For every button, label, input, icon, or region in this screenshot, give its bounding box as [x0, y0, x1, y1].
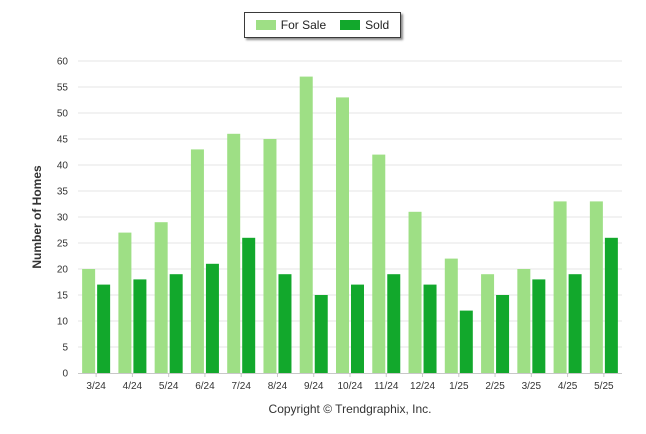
- x-tick-label: 1/25: [449, 381, 469, 392]
- y-tick-label: 40: [57, 161, 69, 172]
- bar-for-sale[interactable]: [190, 149, 204, 373]
- bar-for-sale[interactable]: [118, 232, 132, 373]
- copyright-text: Copyright © Trendgraphix, Inc.: [269, 402, 432, 416]
- x-tick-label: 4/25: [558, 381, 578, 392]
- bar-sold[interactable]: [242, 237, 256, 373]
- legend-label-for-sale: For Sale: [280, 18, 327, 32]
- legend-swatch-for-sale: [255, 20, 276, 30]
- bar-sold[interactable]: [459, 310, 473, 373]
- legend-label-sold: Sold: [365, 18, 390, 32]
- y-tick-label: 60: [57, 57, 69, 68]
- x-tick-label: 9/24: [304, 381, 324, 392]
- x-tick-label: 3/24: [86, 381, 106, 392]
- bar-sold[interactable]: [278, 274, 292, 373]
- bar-for-sale[interactable]: [372, 154, 386, 373]
- x-tick-labels: 3/24 4/24 5/24 6/24 7/24 8/24 9/24 10/24 11/24 12…: [86, 381, 614, 392]
- y-tick-label: 55: [57, 83, 69, 94]
- y-tick-label: 25: [57, 239, 69, 250]
- y-tick-label: 45: [57, 135, 69, 146]
- y-tick-label: 5: [62, 343, 68, 354]
- bar-sold[interactable]: [314, 295, 328, 373]
- bar-sold[interactable]: [604, 237, 618, 373]
- y-tick-label: 35: [57, 187, 69, 198]
- x-tick-label: 3/25: [522, 381, 542, 392]
- y-tick-label: 30: [57, 213, 69, 224]
- y-tick-label: 50: [57, 109, 69, 120]
- bar-for-sale[interactable]: [408, 211, 422, 373]
- bar-sold[interactable]: [205, 263, 219, 373]
- x-tick-label: 4/24: [123, 381, 143, 392]
- x-tick-label: 8/24: [268, 381, 288, 392]
- x-tick-label: 5/24: [159, 381, 179, 392]
- bar-for-sale[interactable]: [589, 201, 603, 373]
- bar-sold[interactable]: [133, 279, 147, 373]
- chart-legend: For Sale Sold: [244, 12, 401, 38]
- bar-sold[interactable]: [387, 274, 401, 373]
- bar-for-sale[interactable]: [336, 97, 349, 374]
- gridlines: [78, 60, 622, 348]
- bar-sold[interactable]: [351, 284, 364, 373]
- bar-for-sale[interactable]: [154, 222, 168, 373]
- bar-sold[interactable]: [568, 274, 582, 373]
- legend-item-sold[interactable]: Sold: [340, 18, 389, 32]
- y-tick-label: 0: [62, 369, 68, 380]
- x-tick-label: 7/24: [231, 381, 251, 392]
- y-axis-title: Number of Homes: [30, 165, 44, 269]
- axes: [78, 373, 622, 377]
- x-tick-label: 10/24: [337, 381, 362, 392]
- y-tick-label: 15: [57, 291, 69, 302]
- bar-sold[interactable]: [169, 274, 183, 373]
- y-tick-label: 20: [57, 265, 69, 276]
- bar-for-sale[interactable]: [517, 269, 531, 373]
- bar-for-sale[interactable]: [263, 139, 277, 373]
- x-tick-label: 12/24: [410, 381, 435, 392]
- bar-sold[interactable]: [97, 284, 111, 373]
- legend-item-for-sale[interactable]: For Sale: [255, 18, 327, 32]
- bar-sold[interactable]: [532, 279, 546, 373]
- bar-for-sale[interactable]: [82, 269, 96, 373]
- bar-for-sale[interactable]: [227, 133, 241, 373]
- legend-swatch-sold: [340, 20, 361, 30]
- bar-sold[interactable]: [423, 284, 437, 373]
- bar-for-sale[interactable]: [553, 201, 567, 373]
- bar-for-sale[interactable]: [444, 258, 458, 373]
- x-tick-label: 5/25: [594, 381, 614, 392]
- y-tick-label: 10: [57, 317, 69, 328]
- bar-for-sale[interactable]: [299, 76, 313, 373]
- bar-for-sale[interactable]: [481, 274, 495, 373]
- y-tick-labels: 0 5 10 15 20 25 30 35 40 45 50 55 60: [57, 57, 69, 380]
- bars: [82, 76, 618, 374]
- x-tick-label: 11/24: [374, 381, 399, 392]
- bar-sold[interactable]: [496, 295, 510, 373]
- x-tick-label: 2/25: [485, 381, 505, 392]
- x-tick-label: 6/24: [195, 381, 215, 392]
